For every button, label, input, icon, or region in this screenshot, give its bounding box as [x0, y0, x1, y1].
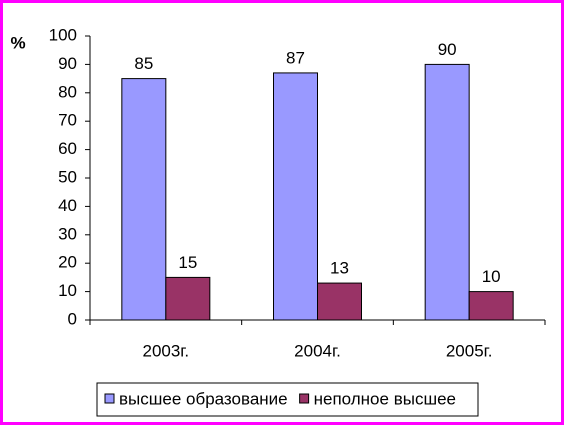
value-label: 10 — [482, 267, 501, 286]
value-label: 13 — [330, 259, 349, 278]
value-label: 90 — [438, 40, 457, 59]
y-tick-label: 40 — [58, 196, 77, 215]
bar — [165, 276, 211, 321]
y-tick-label: 70 — [58, 111, 77, 130]
y-axis-label: % — [10, 33, 25, 52]
y-tick-label: 50 — [58, 167, 77, 186]
x-tick-label: 2003г. — [142, 341, 189, 360]
y-tick-label: 90 — [58, 54, 77, 73]
y-tick-label: 80 — [58, 82, 77, 101]
y-tick-label: 100 — [49, 25, 77, 44]
y-tick-label: 60 — [58, 139, 77, 158]
bar — [468, 291, 514, 321]
y-tick-label: 0 — [68, 309, 77, 328]
legend-swatch — [104, 393, 115, 404]
legend-label: неполное высшее — [314, 389, 456, 408]
value-label: 87 — [286, 48, 305, 67]
value-label: 15 — [178, 253, 197, 272]
bar — [121, 78, 167, 321]
bar — [317, 282, 362, 321]
value-label: 85 — [134, 54, 153, 73]
x-tick-label: 2004г. — [294, 341, 341, 360]
y-tick-label: 10 — [58, 281, 77, 300]
x-tick-label: 2005г. — [446, 341, 493, 360]
bar — [273, 72, 318, 321]
legend-label: высшее образование — [119, 389, 288, 408]
legend-swatch — [299, 393, 310, 404]
y-tick-label: 20 — [58, 253, 77, 272]
bar — [424, 63, 470, 321]
legend — [96, 382, 479, 417]
y-tick-label: 30 — [58, 224, 77, 243]
